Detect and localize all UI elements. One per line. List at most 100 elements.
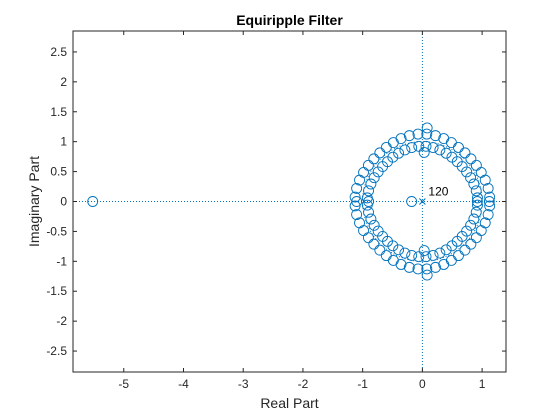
- zero-marker: [374, 244, 386, 256]
- zero-marker: [393, 147, 405, 159]
- y-tick-label: -1: [56, 254, 67, 268]
- x-tick-label: -5: [118, 377, 129, 391]
- zero-marker: [484, 200, 496, 212]
- zero-marker: [351, 196, 363, 207]
- pole-marker: [419, 198, 426, 205]
- zero-marker: [434, 247, 446, 259]
- zero-marker: [472, 199, 483, 211]
- zero-marker: [349, 191, 361, 203]
- x-tick-label: -4: [178, 377, 189, 391]
- zero-marker: [468, 213, 480, 225]
- x-tick-label: -2: [298, 377, 309, 391]
- y-tick-label: -2: [56, 314, 67, 328]
- zero-marker: [365, 178, 377, 190]
- zero-marker: [465, 153, 477, 165]
- y-tick-label: -0.5: [46, 224, 67, 238]
- zero-marker: [399, 247, 411, 259]
- zero-marker: [438, 133, 450, 144]
- zero-marker: [363, 206, 374, 218]
- zero-marker: [482, 209, 494, 221]
- x-tick-label: -3: [238, 377, 249, 391]
- y-tick-label: -1.5: [46, 284, 67, 298]
- zero-marker: [479, 217, 491, 229]
- zero-marker: [418, 245, 430, 257]
- zero-marker: [472, 192, 483, 204]
- zero-marker: [368, 238, 380, 250]
- zero-marker: [465, 172, 477, 184]
- zero-marker: [427, 249, 439, 261]
- markers: [87, 122, 496, 281]
- zero-marker: [351, 182, 363, 194]
- zero-marker: [349, 200, 361, 212]
- zero-marker: [362, 232, 374, 244]
- zero-marker: [421, 128, 433, 140]
- pole-marker-stroke-b: [419, 198, 426, 205]
- chart-title: Equiripple Filter: [236, 12, 343, 28]
- zero-marker: [483, 196, 495, 207]
- x-tick-label: 1: [479, 377, 486, 391]
- x-tick-label: -1: [357, 377, 368, 391]
- zero-marker: [465, 219, 477, 231]
- pole-order-annotation: 120: [428, 185, 448, 199]
- zero-marker: [413, 251, 425, 263]
- zero-marker: [374, 147, 386, 159]
- zero-marker: [453, 250, 464, 262]
- zero-marker: [440, 147, 452, 159]
- y-axis-label: Imaginary Part: [26, 156, 42, 247]
- zero-marker: [368, 219, 380, 231]
- zero-marker: [430, 261, 441, 273]
- zero-marker: [372, 166, 384, 178]
- zero-marker: [380, 141, 392, 153]
- zero-marker: [403, 130, 415, 142]
- zero-marker: [412, 128, 424, 140]
- zero-marker: [387, 240, 399, 252]
- zero-marker: [420, 140, 432, 152]
- x-tick-label: 0: [419, 377, 426, 391]
- zero-marker: [395, 259, 407, 270]
- zero-marker: [363, 196, 375, 207]
- zero-marker: [406, 196, 418, 207]
- zero-marker: [459, 147, 471, 159]
- zero-marker: [461, 225, 473, 237]
- zero-marker: [470, 206, 482, 218]
- y-tick-label: 2: [60, 75, 67, 89]
- zero-marker: [413, 140, 425, 152]
- zero-marker: [440, 244, 452, 256]
- zero-marker: [354, 174, 365, 186]
- zero-marker: [470, 159, 482, 171]
- y-tick-label: 1: [60, 135, 67, 149]
- zero-marker: [403, 261, 415, 273]
- y-tick-label: 0.5: [50, 165, 67, 179]
- zero-marker: [471, 196, 483, 207]
- zero-marker: [446, 151, 458, 163]
- zero-marker: [468, 178, 480, 190]
- zero-marker: [351, 209, 363, 221]
- y-tick-label: -2.5: [46, 344, 67, 358]
- zero-marker: [368, 172, 380, 184]
- zero-marker: [459, 244, 471, 256]
- zero-marker: [418, 146, 430, 158]
- zero-marker: [365, 213, 377, 225]
- zero-marker: [470, 185, 482, 197]
- zero-marker: [421, 122, 433, 134]
- zero-marker: [363, 185, 374, 197]
- zero-marker: [484, 191, 496, 203]
- y-tick-label: 1.5: [50, 105, 67, 119]
- zero-marker: [368, 153, 380, 165]
- zero-marker: [406, 142, 418, 154]
- zero-marker: [399, 144, 411, 156]
- zero-marker: [412, 263, 424, 275]
- zero-marker: [420, 251, 432, 263]
- zero-marker: [393, 244, 405, 256]
- zero-marker: [87, 196, 99, 207]
- y-tick-label: 0: [60, 195, 67, 209]
- zero-marker: [482, 182, 494, 194]
- zero-marker: [421, 263, 433, 275]
- zero-marker: [434, 144, 446, 156]
- zero-marker: [406, 249, 418, 261]
- zero-marker: [430, 130, 441, 142]
- zero-marker: [465, 238, 477, 250]
- y-tick-label: 2.5: [50, 45, 67, 59]
